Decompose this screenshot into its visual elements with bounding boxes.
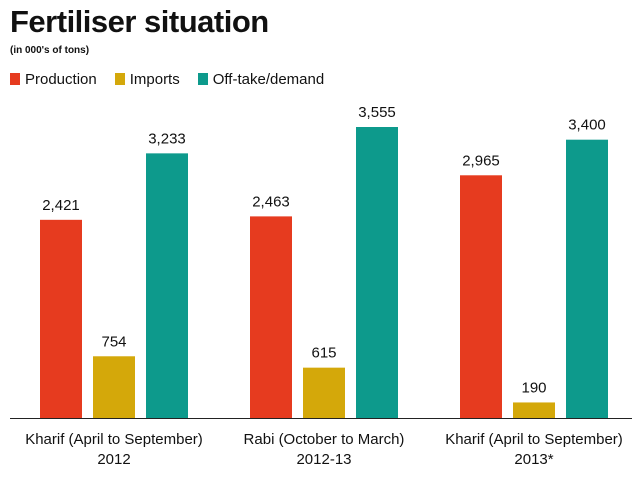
data-label-imports-2: 615: [311, 345, 336, 362]
legend-item-production: Production: [10, 71, 97, 88]
legend-label-production: Production: [25, 70, 97, 88]
bar-offtake-2: [356, 127, 398, 418]
legend-label-imports: Imports: [129, 70, 180, 88]
x-tick-label-2-line-2: 2012-13: [296, 451, 351, 468]
bar-imports-1: [93, 356, 135, 418]
data-label-imports-3: 190: [521, 379, 546, 396]
x-tick-label-2-line-1: Rabi (October to March): [244, 431, 405, 448]
x-tick-label-3-line-2: 2013*: [514, 451, 553, 468]
bar-production-1: [40, 219, 82, 418]
bar-offtake-1: [146, 153, 188, 419]
data-label-production-3: 2,965: [462, 152, 500, 169]
x-tick-label-1-line-1: Kharif (April to September): [25, 431, 203, 448]
bar-offtake-3: [566, 139, 608, 419]
bar-production-3: [460, 175, 502, 418]
legend-label-offtake: Off-take/demand: [212, 70, 325, 88]
bar-imports-2: [303, 367, 345, 418]
data-label-offtake-1: 3,233: [148, 130, 186, 147]
data-label-offtake-3: 3,400: [568, 117, 606, 134]
x-tick-label-1-line-2: 2012: [97, 451, 130, 468]
bar-imports-3: [513, 402, 555, 418]
legend-item-offtake: Off-take/demand: [197, 70, 325, 88]
legend-swatch-production: [10, 73, 20, 85]
data-label-imports-1: 754: [101, 333, 126, 350]
data-label-production-1: 2,421: [42, 197, 80, 214]
chart-subtitle: (in 000's of tons): [10, 45, 90, 56]
legend-swatch-imports: [114, 73, 125, 85]
chart-legend: Production Imports Off-take/demand: [10, 70, 342, 88]
data-label-offtake-2: 3,555: [358, 104, 396, 121]
chart-title: Fertiliser situation: [10, 4, 269, 39]
bar-production-2: [250, 216, 292, 418]
legend-item-imports: Imports: [114, 70, 180, 88]
data-label-production-2: 2,463: [252, 193, 290, 210]
x-tick-label-3-line-1: Kharif (April to September): [445, 431, 623, 448]
legend-swatch-offtake: [197, 73, 208, 85]
